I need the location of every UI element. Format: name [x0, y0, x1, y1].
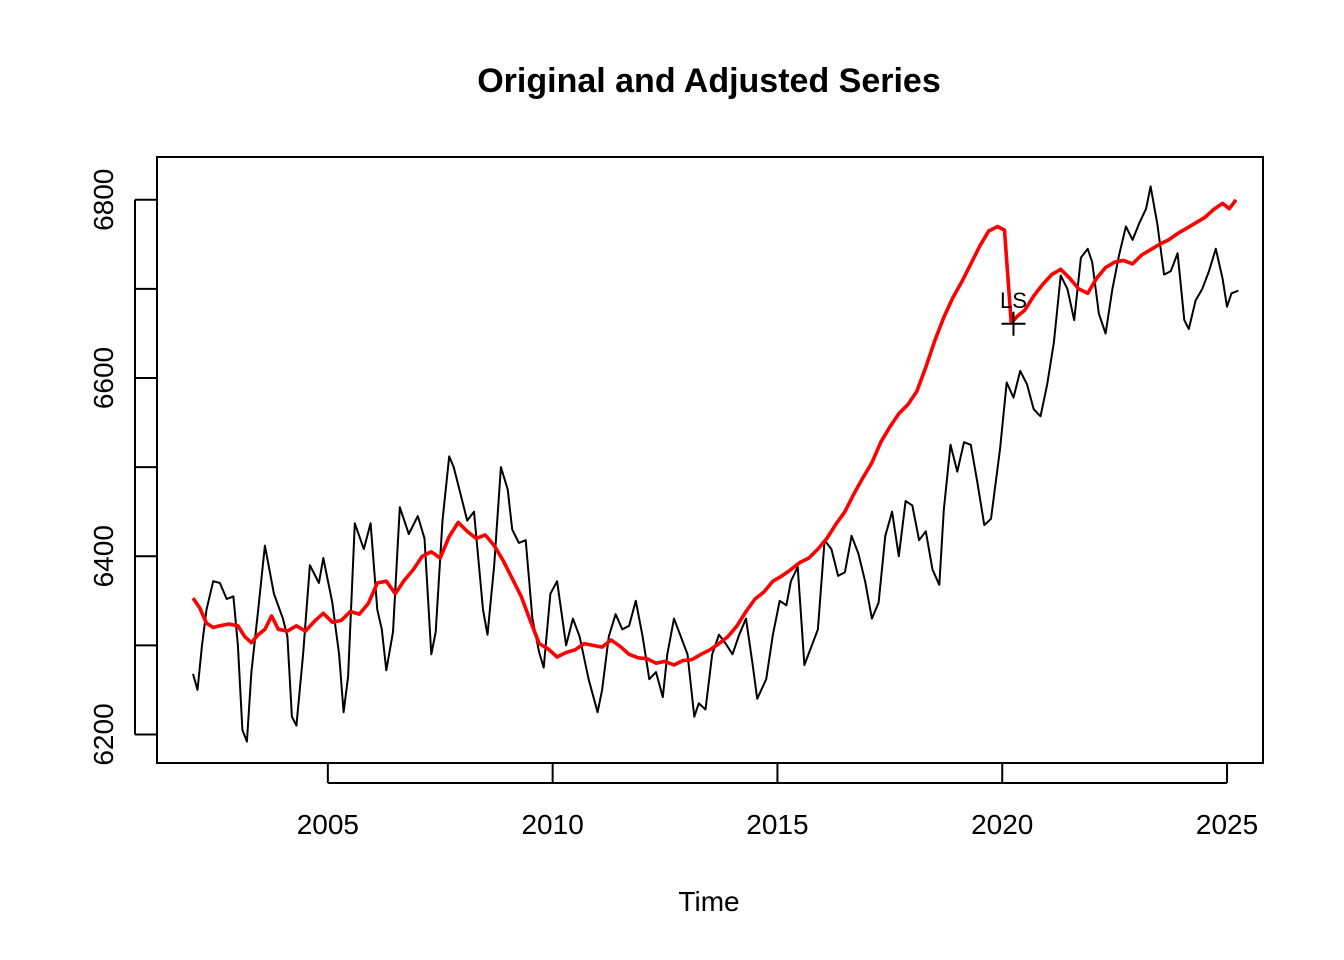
y-axis: 6200 6400 6600 6800 — [88, 169, 157, 766]
x-tick-label: 2015 — [746, 809, 808, 840]
plot-frame — [156, 156, 1264, 764]
x-tick-label: 2010 — [521, 809, 583, 840]
x-axis: 2005 2010 2015 2020 2025 — [297, 763, 1258, 840]
x-tick-label: 2005 — [297, 809, 359, 840]
y-tick-label: 6800 — [88, 169, 119, 231]
y-tick-label: 6600 — [88, 347, 119, 409]
y-tick-label: 6200 — [88, 703, 119, 765]
series-line-1 — [192, 185, 1239, 743]
annotation-marker — [1001, 311, 1026, 336]
x-tick-label: 2020 — [971, 809, 1033, 840]
series-line-2 — [191, 198, 1238, 667]
x-axis-label: Time — [678, 886, 739, 917]
x-tick-label: 2025 — [1196, 809, 1258, 840]
series-layer — [191, 185, 1239, 743]
annotation-layer: LS — [1000, 288, 1027, 336]
y-tick-label: 6400 — [88, 525, 119, 587]
annotation-label: LS — [1000, 288, 1027, 313]
chart-title: Original and Adjusted Series — [477, 62, 941, 100]
